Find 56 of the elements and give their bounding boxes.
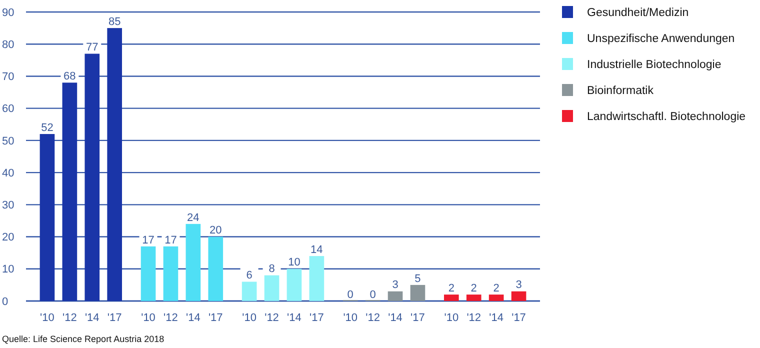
data-label: 2 [493, 282, 500, 294]
y-tick-label: 0 [2, 296, 8, 308]
y-tick-label: 70 [2, 71, 14, 84]
y-tick-label: 90 [2, 6, 14, 19]
data-label: 85 [108, 16, 121, 28]
legend-label: Landwirtschaftl. Biotechnologie [587, 111, 746, 124]
data-label: 2 [470, 282, 477, 294]
x-tick-label: '10 [343, 312, 358, 324]
source-note: Quelle: Life Science Report Austria 2018 [2, 334, 164, 344]
x-tick-label: '12 [164, 312, 178, 324]
x-tick-label: '10 [242, 312, 256, 324]
data-label: 14 [310, 244, 323, 256]
data-label: 0 [347, 288, 354, 301]
data-label: 6 [246, 270, 252, 282]
data-label: 20 [210, 224, 222, 237]
data-label: 8 [268, 263, 275, 276]
x-tick-label: '14 [287, 312, 302, 324]
data-label: 77 [86, 42, 98, 54]
data-label: 2 [448, 282, 454, 294]
data-label: 0 [370, 288, 376, 301]
x-tick-label: '10 [40, 312, 54, 324]
y-tick-label: 10 [2, 264, 14, 276]
data-label: 68 [64, 70, 76, 82]
y-tick-label: 20 [2, 232, 14, 244]
x-tick-label: '14 [388, 312, 402, 324]
x-tick-label: '17 [208, 312, 223, 324]
x-tick-label: '10 [444, 312, 459, 324]
x-tick-label: '12 [62, 312, 77, 324]
x-tick-label: '10 [141, 312, 156, 324]
x-tick-label: '12 [264, 312, 279, 324]
legend-label: Bioinformatik [587, 85, 654, 98]
x-tick-label: '17 [512, 312, 526, 324]
data-label: 3 [392, 279, 398, 292]
x-tick-label: '14 [84, 312, 100, 324]
data-label: 5 [414, 272, 421, 285]
data-label: 10 [288, 256, 300, 269]
data-label: 24 [187, 212, 200, 224]
data-label: 17 [164, 234, 177, 246]
data-label: 17 [142, 234, 154, 246]
legend-label: Gesundheit/Medizin [587, 7, 689, 20]
x-tick-label: '14 [489, 312, 504, 324]
y-tick-label: 60 [2, 103, 14, 116]
x-tick-label: '12 [466, 312, 482, 324]
y-tick-label: 80 [2, 38, 14, 51]
y-tick-label: 40 [2, 167, 14, 180]
x-tick-label: '17 [107, 312, 122, 324]
legend-label: Industrielle Biotechnologie [587, 59, 722, 72]
y-tick-label: 30 [2, 200, 14, 212]
x-tick-label: '14 [186, 312, 200, 324]
legend-label: Unspezifische Anwendungen [587, 33, 735, 46]
y-tick-label: 50 [2, 135, 14, 148]
data-label: 3 [516, 279, 522, 292]
x-tick-label: '17 [310, 312, 324, 324]
x-tick-label: '12 [366, 312, 380, 324]
data-label: 52 [41, 122, 54, 134]
x-tick-label: '17 [410, 312, 425, 324]
